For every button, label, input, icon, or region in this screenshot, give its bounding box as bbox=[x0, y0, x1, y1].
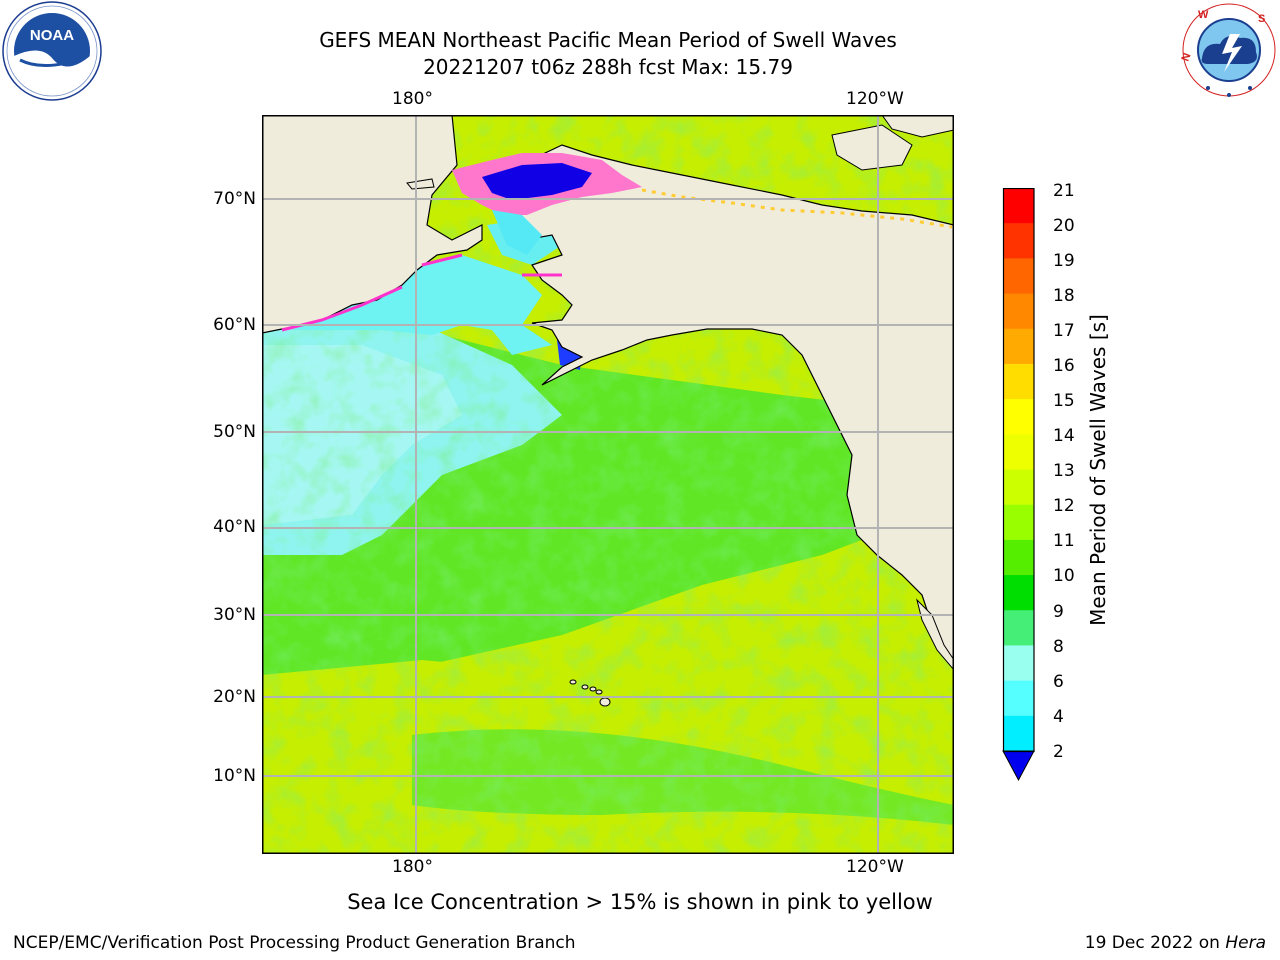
land-north-america bbox=[511, 144, 954, 666]
colorbar-segment bbox=[1004, 223, 1034, 259]
colorbar-segment bbox=[1004, 328, 1034, 365]
footer-machine: Hera bbox=[1225, 933, 1266, 953]
lat-label-10n: 10°N bbox=[213, 766, 256, 786]
colorbar-segment bbox=[1004, 610, 1034, 646]
land-wrangel-island bbox=[406, 178, 435, 190]
svg-text:N: N bbox=[1180, 51, 1194, 63]
sea-ice-coastal bbox=[641, 188, 953, 229]
colorbar-segment bbox=[1004, 399, 1034, 435]
lon-label-top-120w: 120°W bbox=[846, 89, 904, 109]
colorbar-segment bbox=[1004, 293, 1034, 330]
noaa-logo-text: NOAA bbox=[30, 27, 74, 44]
colorbar-tick-17: 17 bbox=[1053, 321, 1075, 341]
colorbar-segment bbox=[1004, 680, 1034, 717]
lon-label-bottom-120w: 120°W bbox=[846, 857, 904, 877]
colorbar-segment bbox=[1004, 434, 1034, 470]
lat-label-60n: 60°N bbox=[213, 315, 256, 335]
colorbar-tick-21: 21 bbox=[1053, 181, 1075, 201]
colorbar-tick-11: 11 bbox=[1053, 531, 1075, 551]
lat-label-50n: 50°N bbox=[213, 422, 256, 442]
colorbar-tick-18: 18 bbox=[1053, 286, 1075, 306]
land-banks-island bbox=[831, 124, 913, 171]
hawaiian-islands bbox=[569, 679, 611, 707]
map-panel bbox=[262, 115, 954, 854]
bering-sea bbox=[292, 255, 552, 355]
svg-text:S: S bbox=[1258, 13, 1265, 25]
colorbar-segment bbox=[1004, 539, 1034, 576]
colorbar-segment bbox=[1004, 575, 1034, 611]
lat-label-30n: 30°N bbox=[213, 605, 256, 625]
land-baja-california bbox=[916, 598, 954, 671]
colorbar-tick-16: 16 bbox=[1053, 356, 1075, 376]
lat-label-40n: 40°N bbox=[213, 517, 256, 537]
colorbar-tick-9: 9 bbox=[1053, 602, 1064, 622]
footer-date: 19 Dec 2022 on Hera bbox=[1085, 933, 1266, 953]
colorbar-segment bbox=[1004, 645, 1034, 682]
colorbar-segment bbox=[1004, 469, 1034, 506]
chukchi-open-water bbox=[492, 210, 542, 255]
sea-ice-caption: Sea Ice Concentration > 15% is shown in … bbox=[347, 890, 933, 914]
colorbar-segment bbox=[1004, 504, 1034, 541]
footer-date-text: 19 Dec 2022 on bbox=[1084, 933, 1226, 953]
gridlines bbox=[262, 115, 954, 854]
colorbar-segment bbox=[1004, 188, 1034, 224]
land-arctic-archipelago bbox=[881, 115, 954, 138]
map-frame bbox=[262, 115, 954, 854]
colorbar-segment bbox=[1004, 258, 1034, 295]
colorbar-extend-arrow bbox=[1002, 750, 1035, 782]
lon-label-top-180: 180° bbox=[392, 89, 433, 109]
colorbar bbox=[1002, 188, 1035, 782]
noaa-logo: NOAA bbox=[2, 1, 102, 101]
lat-label-70n: 70°N bbox=[213, 189, 256, 209]
colorbar-tick-14: 14 bbox=[1053, 426, 1075, 446]
colorbar-segment bbox=[1004, 715, 1034, 752]
colorbar-segment bbox=[1004, 363, 1034, 400]
colorbar-tick-20: 20 bbox=[1053, 216, 1075, 236]
colorbar-tick-10: 10 bbox=[1053, 566, 1075, 586]
colorbar-tick-2: 2 bbox=[1053, 742, 1064, 762]
nws-logo: N W S bbox=[1180, 2, 1277, 98]
colorbar-tick-12: 12 bbox=[1053, 496, 1075, 516]
colorbar-tick-19: 19 bbox=[1053, 251, 1075, 271]
svg-text:W: W bbox=[1198, 9, 1209, 21]
colorbar-frame bbox=[1002, 188, 1035, 753]
colorbar-title: Mean Period of Swell Waves [s] bbox=[1086, 314, 1110, 626]
lat-label-20n: 20°N bbox=[213, 687, 256, 707]
chart-title: GEFS MEAN Northeast Pacific Mean Period … bbox=[319, 28, 897, 52]
footer-producer: NCEP/EMC/Verification Post Processing Pr… bbox=[13, 933, 576, 953]
colorbar-tick-13: 13 bbox=[1053, 461, 1075, 481]
colorbar-tick-15: 15 bbox=[1053, 391, 1075, 411]
colorbar-tick-8: 8 bbox=[1053, 637, 1064, 657]
colorbar-tick-6: 6 bbox=[1053, 672, 1064, 692]
chart-subtitle: 20221207 t06z 288h fcst Max: 15.79 bbox=[423, 55, 793, 79]
colorbar-tick-4: 4 bbox=[1053, 707, 1064, 727]
sea-ice-core bbox=[482, 163, 592, 200]
lon-label-bottom-180: 180° bbox=[392, 857, 433, 877]
